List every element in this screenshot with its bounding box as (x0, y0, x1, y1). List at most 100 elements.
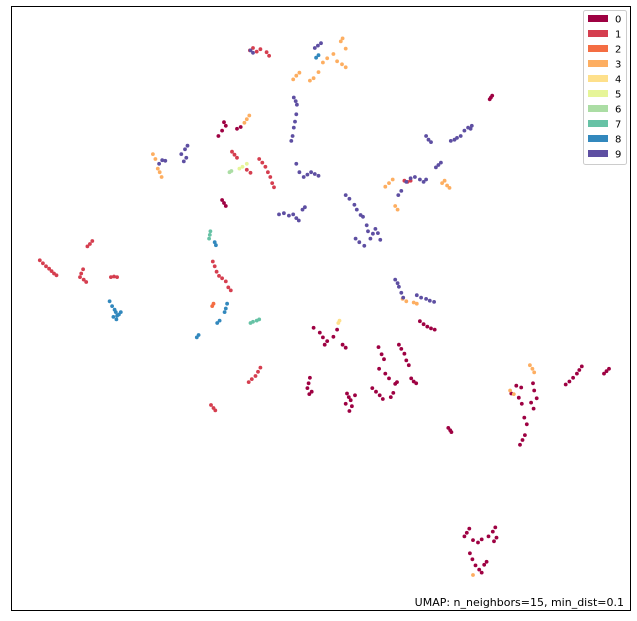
scatter-point-class-0 (353, 393, 357, 398)
scatter-point-class-1 (264, 50, 269, 55)
scatter-point-class-3 (393, 204, 398, 208)
scatter-point-class-0 (331, 334, 336, 339)
scatter-point-class-9 (343, 193, 348, 198)
scatter-point-class-3 (511, 392, 516, 396)
scatter-point-class-1 (260, 160, 265, 165)
scatter-point-class-9 (291, 125, 296, 130)
scatter-point-class-3 (153, 157, 158, 161)
scatter-point-class-0 (322, 342, 327, 347)
scatter-point-class-1 (210, 259, 215, 264)
scatter-point-class-1 (254, 49, 259, 54)
scatter-point-class-2 (211, 301, 216, 306)
scatter-point-class-1 (41, 261, 45, 266)
scatter-point-class-9 (291, 212, 296, 217)
scatter-point-class-0 (571, 375, 575, 380)
scatter-point-class-0 (477, 567, 482, 572)
scatter-point-class-0 (414, 381, 419, 386)
legend-swatch-2 (588, 45, 608, 52)
scatter-point-class-9 (163, 158, 168, 163)
scatter-point-class-9 (312, 46, 317, 50)
scatter-point-class-9 (293, 119, 297, 124)
scatter-point-class-9 (462, 128, 467, 133)
scatter-point-class-3 (395, 207, 400, 212)
scatter-point-class-0 (388, 395, 393, 399)
scatter-point-class-0 (309, 389, 314, 394)
scatter-point-class-9 (183, 147, 187, 152)
scatter-point-class-3 (242, 120, 247, 125)
scatter-point-class-0 (348, 398, 353, 403)
scatter-point-class-0 (429, 326, 433, 331)
scatter-point-class-0 (532, 388, 537, 393)
scatter-point-class-9 (294, 161, 299, 166)
scatter-point-class-1 (232, 152, 237, 157)
scatter-point-class-9 (309, 170, 313, 175)
scatter-point-class-9 (312, 172, 317, 176)
scatter-point-class-9 (364, 223, 369, 228)
scatter-point-class-0 (382, 357, 386, 362)
scatter-point-class-9 (413, 175, 417, 179)
scatter-point-class-1 (49, 269, 54, 273)
scatter-point-class-9 (157, 161, 162, 166)
scatter-point-class-0 (391, 391, 396, 395)
scatter-point-class-9 (305, 172, 310, 177)
scatter-point-class-8 (314, 55, 318, 60)
scatter-point-class-9 (282, 211, 286, 216)
scatter-point-class-3 (155, 166, 160, 171)
scatter-point-class-9 (354, 207, 359, 212)
scatter-point-class-1 (112, 274, 116, 279)
scatter-point-class-1 (257, 157, 262, 161)
legend-label-1: 1 (615, 30, 621, 41)
scatter-point-class-9 (295, 102, 299, 107)
scatter-point-class-9 (436, 163, 441, 167)
scatter-point-class-1 (230, 149, 234, 154)
scatter-point-class-0 (524, 422, 529, 427)
scatter-point-class-3 (390, 177, 395, 182)
scatter-point-class-1 (226, 285, 231, 290)
scatter-point-class-3 (387, 181, 391, 186)
scatter-point-class-0 (343, 345, 348, 350)
scatter-point-class-9 (185, 143, 190, 148)
scatter-point-class-0 (516, 395, 521, 400)
scatter-point-class-1 (84, 280, 89, 284)
scatter-point-class-3 (291, 77, 296, 82)
scatter-point-class-0 (531, 406, 536, 411)
scatter-point-class-9 (393, 277, 398, 282)
scatter-point-class-3 (471, 573, 475, 577)
scatter-point-class-9 (319, 41, 323, 46)
scatter-point-class-0 (470, 557, 475, 562)
scatter-point-class-9 (293, 99, 298, 103)
scatter-point-class-9 (368, 236, 373, 241)
scatter-point-class-9 (287, 213, 291, 218)
legend-label-2: 2 (615, 45, 621, 56)
scatter-point-class-0 (482, 562, 487, 567)
scatter-point-class-9 (396, 193, 401, 198)
plot-area-frame (11, 6, 631, 611)
scatter-point-class-0 (222, 201, 226, 205)
scatter-point-class-3 (414, 301, 419, 306)
scatter-point-class-0 (317, 330, 322, 335)
scatter-point-class-3 (508, 388, 512, 393)
scatter-point-class-0 (374, 389, 378, 394)
scatter-point-class-3 (321, 60, 325, 65)
scatter-point-class-9 (181, 159, 186, 164)
legend-swatch-5 (588, 90, 608, 97)
scatter-point-class-9 (179, 152, 184, 157)
scatter-point-class-9 (184, 155, 189, 160)
scatter-point-class-4 (337, 318, 342, 323)
scatter-point-class-7 (208, 229, 213, 234)
scatter-point-class-0 (311, 325, 316, 330)
scatter-point-class-9 (399, 189, 404, 193)
scatter-point-class-0 (577, 368, 582, 372)
scatter-point-class-0 (321, 335, 325, 340)
scatter-point-class-9 (455, 136, 459, 140)
scatter-point-class-1 (54, 273, 59, 278)
scatter-point-class-1 (213, 408, 218, 413)
scatter-point-class-7 (257, 317, 262, 322)
scatter-point-class-1 (115, 275, 119, 279)
scatter-point-class-0 (345, 391, 349, 396)
scatter-point-class-1 (248, 170, 253, 175)
scatter-point-class-7 (207, 233, 212, 237)
scatter-point-class-1 (212, 264, 217, 269)
scatter-point-class-1 (246, 380, 251, 384)
scatter-point-class-9 (419, 295, 423, 300)
